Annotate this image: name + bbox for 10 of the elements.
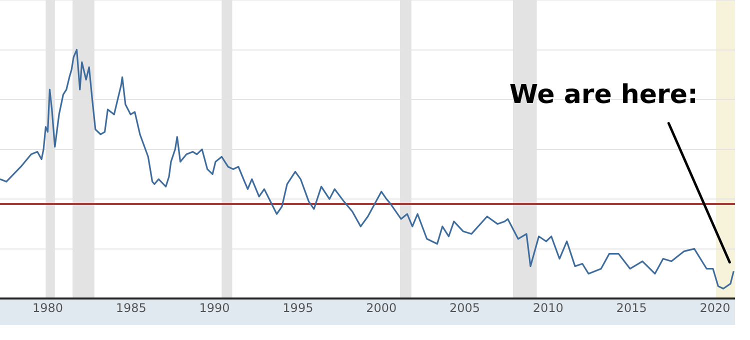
x-tick-label: 2010 — [532, 300, 564, 315]
x-tick-label: 2000 — [366, 300, 397, 315]
x-tick-label: 1985 — [116, 300, 146, 315]
x-tick-label: 1995 — [282, 300, 314, 315]
x-tick-label: 1980 — [32, 300, 63, 315]
x-tick-label: 2020 — [700, 300, 730, 315]
x-tick-label: 1990 — [199, 300, 230, 315]
annotation: We are here: — [509, 80, 698, 110]
x-tick-label: 2005 — [449, 300, 480, 315]
x-tick-label: 2015 — [616, 300, 647, 315]
